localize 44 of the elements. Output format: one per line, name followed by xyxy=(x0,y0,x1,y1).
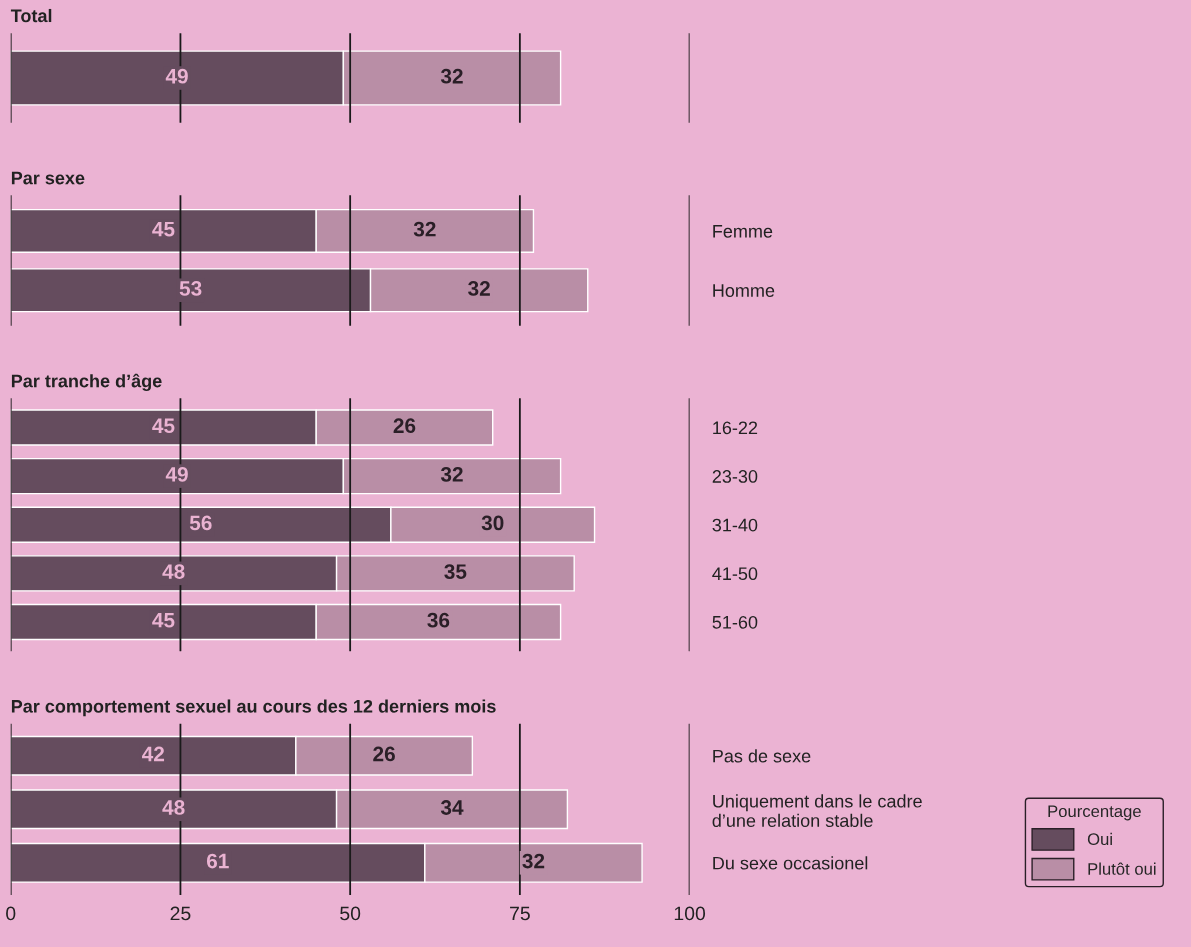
legend-label: Plutôt oui xyxy=(1088,862,1156,875)
y-tick-label: 31-40 xyxy=(712,518,758,532)
x-tick-label: 100 xyxy=(674,906,706,921)
data-label: 48 xyxy=(162,564,185,579)
data-label: 45 xyxy=(152,418,175,434)
legend-title: Pourcentage xyxy=(1048,805,1141,821)
data-label: 36 xyxy=(427,612,450,628)
data-label: 45 xyxy=(152,613,175,628)
data-label: 32 xyxy=(440,68,463,84)
data-label: 26 xyxy=(393,418,416,434)
x-tick-label: 75 xyxy=(510,906,530,921)
chart-title: Par sexe xyxy=(11,171,85,185)
x-tick-label: 0 xyxy=(6,906,16,921)
data-label: 35 xyxy=(444,564,467,579)
data-label: 61 xyxy=(206,853,229,869)
y-tick-label: Uniquement dans le cadre d’une relation stable xyxy=(712,794,922,828)
data-label: 30 xyxy=(481,515,504,531)
y-tick-label: 23-30 xyxy=(712,470,758,483)
data-label: 56 xyxy=(189,515,212,531)
y-tick-label: 41-50 xyxy=(712,567,758,581)
y-tick-label: Homme xyxy=(713,284,775,297)
data-label: 42 xyxy=(142,746,165,762)
data-label: 53 xyxy=(179,281,202,296)
y-tick-label: 51-60 xyxy=(712,615,758,629)
data-label: 49 xyxy=(165,68,188,84)
x-tick-label: 25 xyxy=(170,906,191,921)
data-label: 45 xyxy=(152,221,175,237)
y-tick-label: Pas de sexe xyxy=(713,749,811,763)
data-label: 49 xyxy=(165,466,188,482)
chart-title: Par comportement sexuel au cours des 12 derniers mois xyxy=(11,699,496,717)
y-tick-label: Du sexe occasionel xyxy=(713,856,868,870)
data-label: 26 xyxy=(373,746,395,762)
data-label: 32 xyxy=(468,281,490,296)
data-label: 32 xyxy=(522,853,545,869)
y-tick-label: 16-22 xyxy=(713,421,758,435)
data-label: 32 xyxy=(440,466,463,482)
chart-title: Total xyxy=(10,8,52,23)
x-tick-label: 50 xyxy=(340,906,361,921)
y-tick-label: Femme xyxy=(713,225,773,238)
legend-label: Oui xyxy=(1087,832,1112,846)
data-label: 34 xyxy=(440,800,464,815)
data-label: 48 xyxy=(162,800,185,815)
data-label: 32 xyxy=(413,221,436,237)
chart-title: Par tranche d’âge xyxy=(11,373,162,392)
